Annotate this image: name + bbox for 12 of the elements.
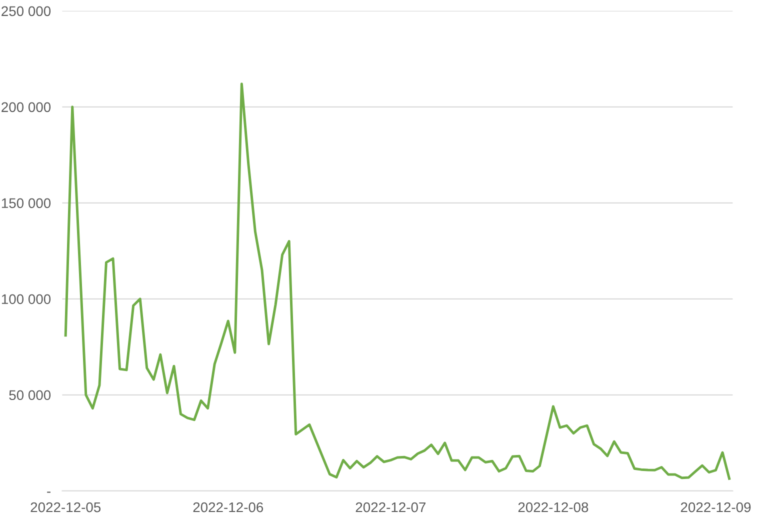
x-tick-label: 2022-12-06 <box>193 502 264 512</box>
x-tick-label: 2022-12-05 <box>30 502 101 512</box>
y-tick-label: 100 000 <box>2 294 51 304</box>
y-tick-label: 50 000 <box>9 390 51 400</box>
y-tick-label: - <box>47 492 50 493</box>
x-tick-label: 2022-12-09 <box>680 502 751 512</box>
line-series <box>64 82 731 480</box>
y-tick-label: 150 000 <box>2 198 51 208</box>
y-tick-label: 200 000 <box>2 102 51 112</box>
x-tick-label: 2022-12-08 <box>518 502 588 512</box>
y-tick-label: 250 000 <box>2 6 51 16</box>
x-tick-label: 2022-12-07 <box>356 502 426 512</box>
